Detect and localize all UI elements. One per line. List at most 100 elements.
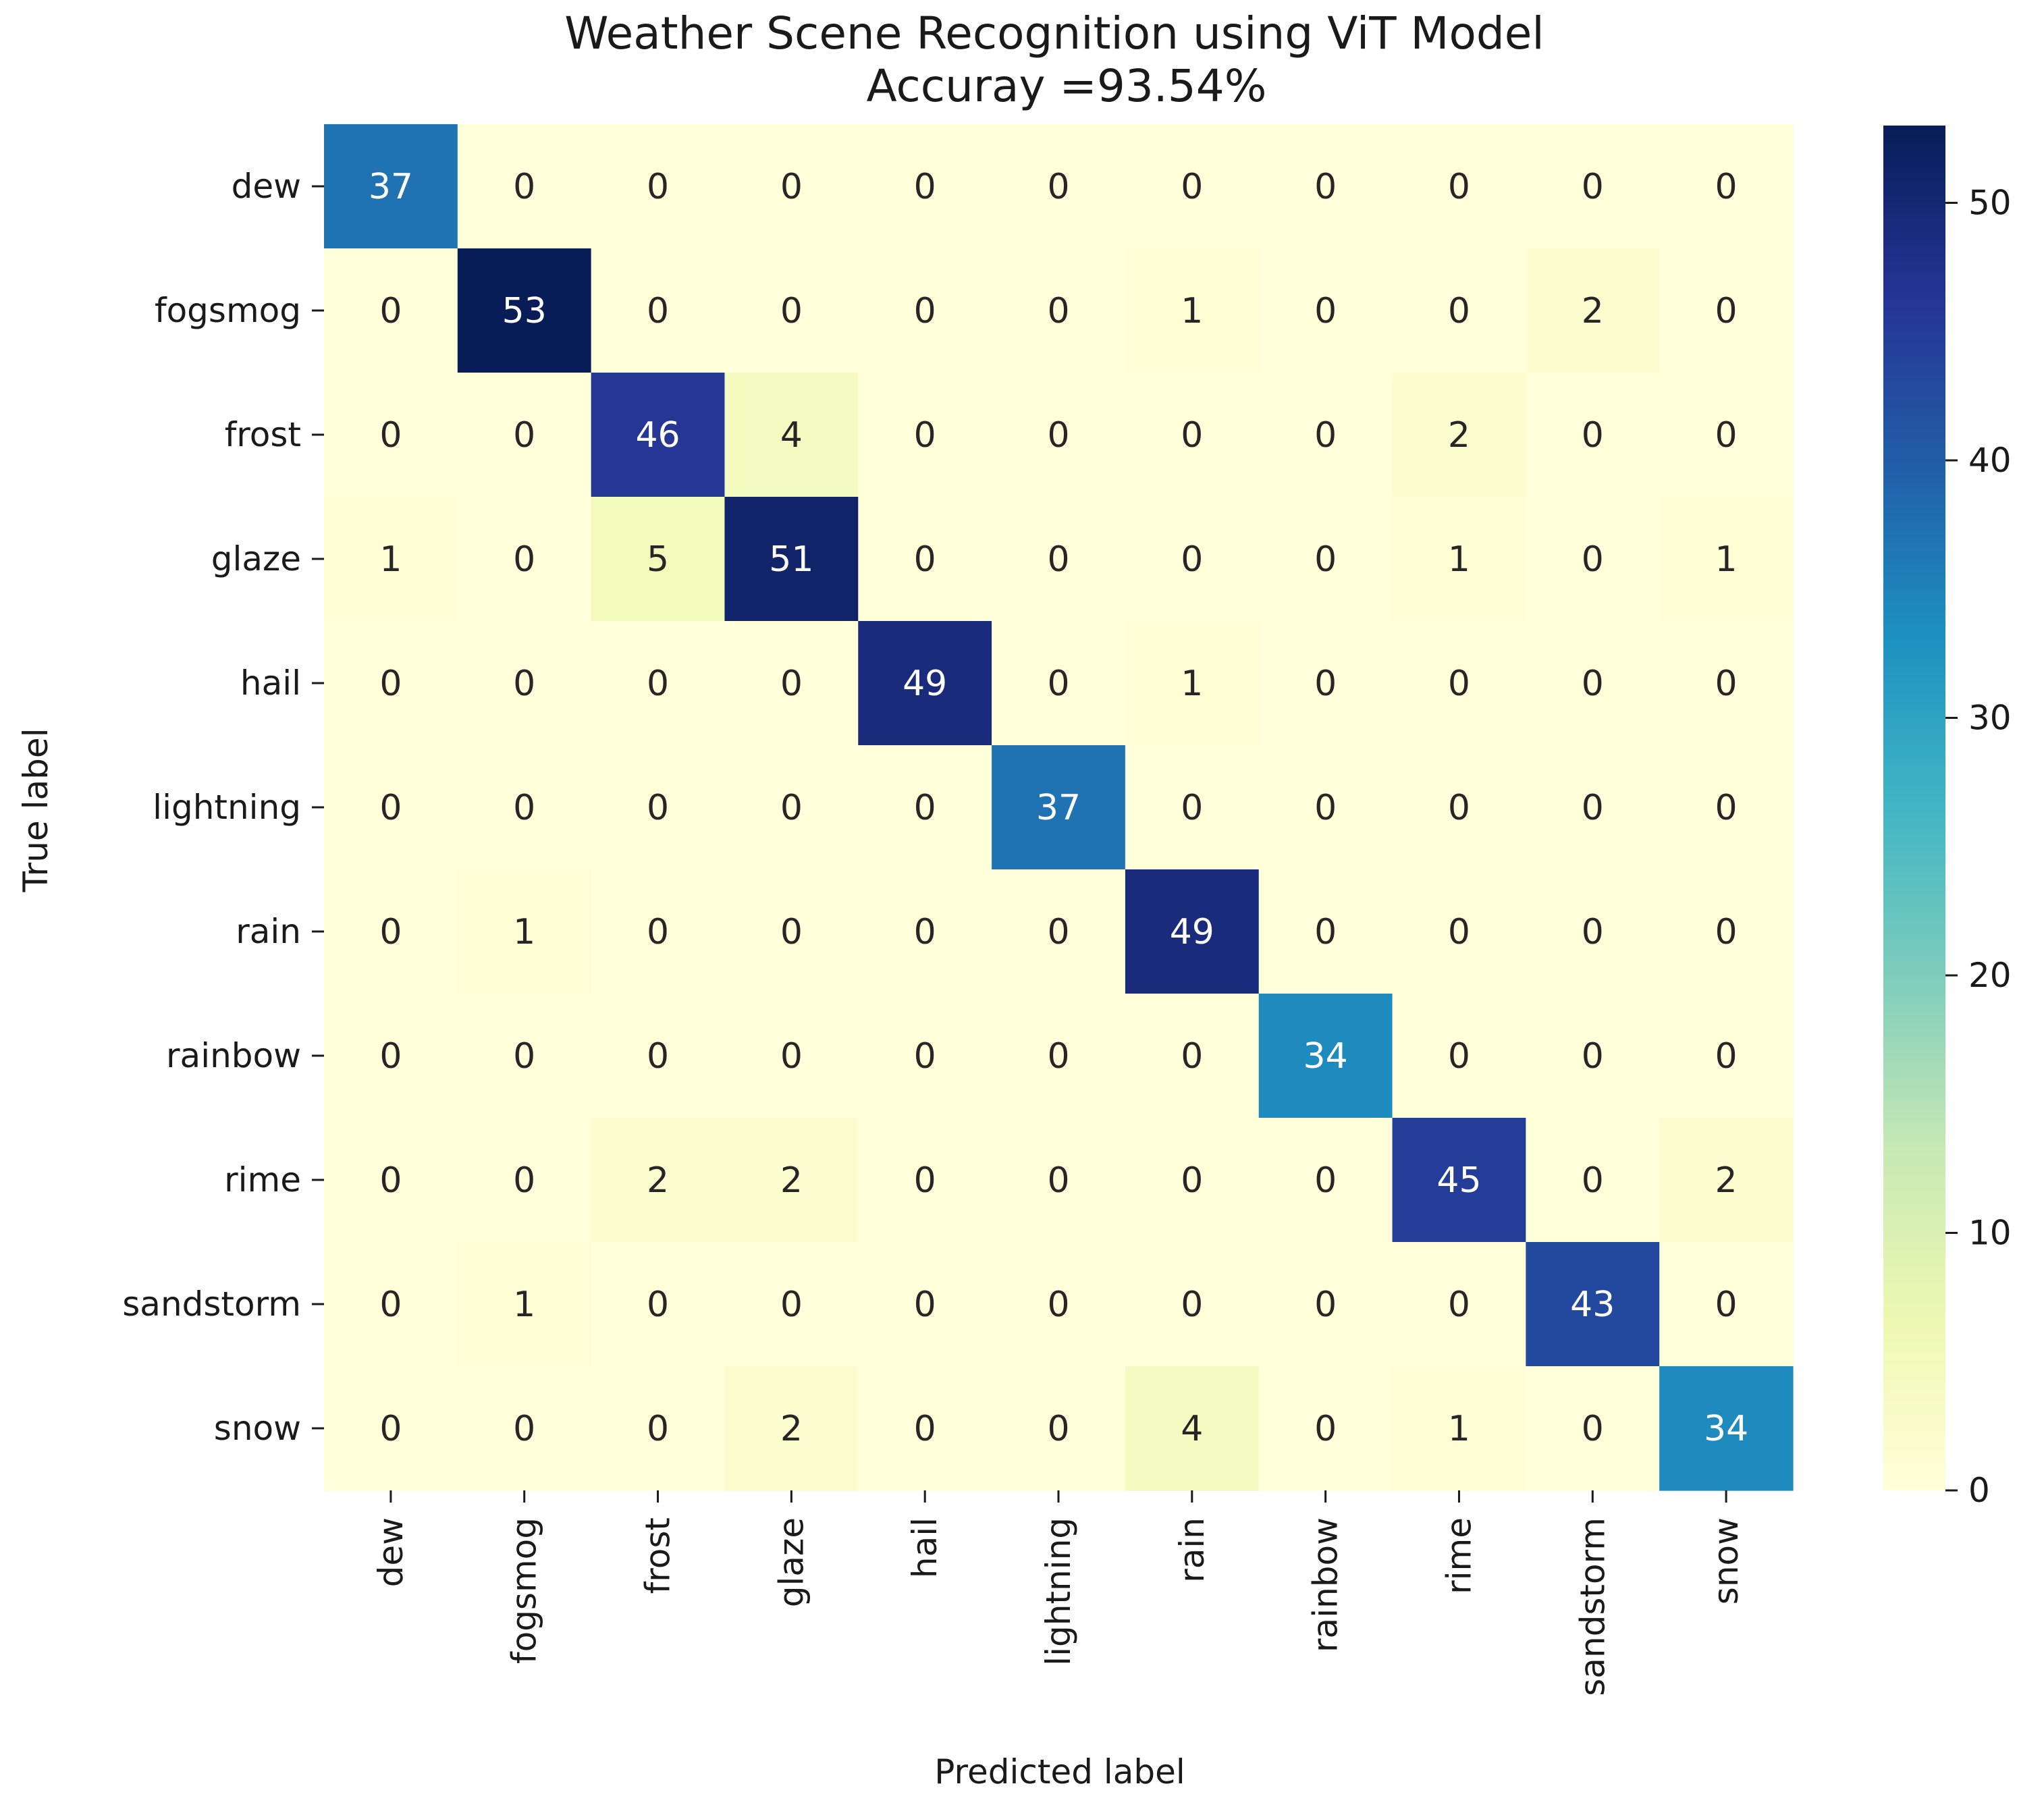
heatmap-cell <box>1659 1242 1794 1367</box>
x-tick-label: snow <box>1706 1517 1746 1604</box>
cell-value-label: 0 <box>1181 1285 1203 1325</box>
heatmap-cell <box>324 994 458 1118</box>
cell-value-label: 0 <box>513 167 535 207</box>
heatmap-cell <box>457 248 592 373</box>
cell-value-label: 0 <box>513 1160 535 1201</box>
cell-value-label: 1 <box>1181 664 1203 704</box>
heatmap-cell <box>724 124 859 249</box>
colorbar-tick-label: 30 <box>1968 698 2012 737</box>
cell-value-label: 0 <box>1582 1036 1604 1077</box>
cell-value-label: 0 <box>647 1036 669 1077</box>
heatmap-cell <box>1125 994 1260 1118</box>
colorbar-tick-label: 50 <box>1968 183 2012 222</box>
x-tick-label: sandstorm <box>1573 1517 1612 1696</box>
cell-value-label: 2 <box>1715 1160 1738 1201</box>
cell-value-label: 1 <box>1448 539 1470 580</box>
x-tick-label: rain <box>1173 1517 1212 1583</box>
heatmap-cell <box>1659 745 1794 870</box>
cell-value-label: 2 <box>780 1409 803 1449</box>
cell-value-label: 0 <box>914 539 936 580</box>
heatmap-cell <box>724 1366 859 1491</box>
x-axis-label: Predicted label <box>934 1752 1185 1791</box>
x-tick-label: lightning <box>1039 1517 1078 1666</box>
cell-value-label: 0 <box>379 912 402 952</box>
cell-value-label: 0 <box>780 664 803 704</box>
cell-value-label: 0 <box>1715 167 1738 207</box>
heatmap-cell <box>724 248 859 373</box>
colorbar-tick-label: 0 <box>1968 1471 1990 1510</box>
cell-value-label: 0 <box>1582 415 1604 456</box>
cell-value-label: 0 <box>647 291 669 331</box>
heatmap-cell <box>1659 621 1794 746</box>
cell-value-label: 0 <box>1047 912 1069 952</box>
cell-value-label: 0 <box>1047 1409 1069 1449</box>
cell-value-label: 0 <box>1314 788 1337 828</box>
heatmap-cell <box>724 373 859 497</box>
heatmap-cell <box>1125 124 1260 249</box>
heatmap-cell <box>1659 497 1794 622</box>
colorbar-tick-label: 40 <box>1968 441 2012 480</box>
cell-value-label: 0 <box>379 1160 402 1201</box>
heatmap-cell <box>858 745 992 870</box>
cell-value-label: 0 <box>780 788 803 828</box>
cell-value-label: 0 <box>914 1160 936 1201</box>
cell-value-label: 0 <box>1448 788 1470 828</box>
heatmap-cell <box>1258 621 1393 746</box>
heatmap-cell <box>1526 248 1660 373</box>
cell-value-label: 0 <box>379 664 402 704</box>
cell-value-label: 1 <box>513 912 535 952</box>
cell-value-label: 0 <box>379 1036 402 1077</box>
heatmap-cell <box>1659 1366 1794 1491</box>
heatmap-cell <box>1125 621 1260 746</box>
cell-value-label: 0 <box>379 1409 402 1449</box>
cell-value-label: 0 <box>1047 167 1069 207</box>
cell-value-label: 0 <box>1448 1036 1470 1077</box>
cell-value-label: 0 <box>914 415 936 456</box>
heatmap-cell <box>591 1242 726 1367</box>
cell-value-label: 0 <box>513 415 535 456</box>
y-tick-label: rain <box>236 912 301 951</box>
heatmap-cell <box>457 1242 592 1367</box>
cell-value-label: 0 <box>1047 1036 1069 1077</box>
heatmap-cell <box>1258 124 1393 249</box>
y-tick-label: rime <box>224 1160 301 1199</box>
cell-value-label: 0 <box>1314 1409 1337 1449</box>
heatmap-cell <box>1392 869 1526 994</box>
heatmap-cell <box>1392 994 1526 1118</box>
cell-value-label: 0 <box>1448 1285 1470 1325</box>
cell-value-label: 0 <box>379 1285 402 1325</box>
cell-value-label: 2 <box>647 1160 669 1201</box>
cell-value-label: 0 <box>1047 1160 1069 1201</box>
cell-value-label: 0 <box>1715 1285 1738 1325</box>
cell-value-label: 49 <box>903 664 947 704</box>
heatmap-cell <box>324 248 458 373</box>
heatmap-cell <box>324 1366 458 1491</box>
colorbar <box>1883 126 1945 1490</box>
heatmap-cell <box>457 869 592 994</box>
cell-value-label: 0 <box>914 1285 936 1325</box>
cell-value-label: 2 <box>1448 415 1470 456</box>
cell-value-label: 43 <box>1570 1285 1615 1325</box>
cell-value-label: 0 <box>1181 1160 1203 1201</box>
cell-value-label: 0 <box>1582 1160 1604 1201</box>
cell-value-label: 0 <box>513 788 535 828</box>
cell-value-label: 0 <box>914 167 936 207</box>
cell-value-label: 0 <box>647 1409 669 1449</box>
heatmap-cells <box>324 124 1794 1491</box>
heatmap-cell <box>1659 869 1794 994</box>
heatmap-cell <box>591 745 726 870</box>
heatmap-cell <box>591 124 726 249</box>
cell-value-label: 0 <box>1448 167 1470 207</box>
cell-value-label: 0 <box>1181 788 1203 828</box>
cell-value-label: 4 <box>780 415 803 456</box>
heatmap-cell <box>1392 745 1526 870</box>
x-tick-label: rainbow <box>1306 1517 1345 1652</box>
cell-value-label: 0 <box>513 1409 535 1449</box>
heatmap-cell <box>1526 994 1660 1118</box>
cell-value-label: 0 <box>1181 415 1203 456</box>
heatmap-cell <box>324 745 458 870</box>
cell-value-label: 0 <box>1314 415 1337 456</box>
heatmap-cell <box>992 994 1126 1118</box>
cell-value-label: 0 <box>914 788 936 828</box>
y-tick-label: snow <box>214 1409 301 1448</box>
